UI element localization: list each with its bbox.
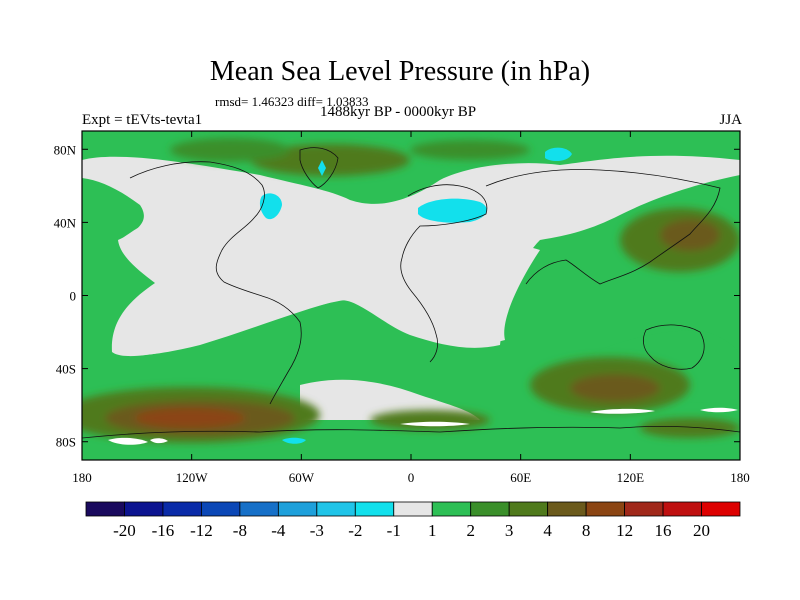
x-tick-label: 0 [408, 470, 415, 485]
colorbar-swatch [393, 501, 433, 517]
colorbar-swatch [431, 501, 472, 517]
colorbar-label: 20 [693, 521, 710, 540]
colorbar-swatch [162, 501, 202, 517]
colorbar-label: 1 [428, 521, 437, 540]
colorbar-label: 3 [505, 521, 514, 540]
y-tick-label: 40S [56, 362, 76, 377]
x-tick-label: 60E [510, 470, 531, 485]
y-axis: 80N 40N 0 40S 80S [54, 142, 740, 450]
colorbar-label: -12 [190, 521, 213, 540]
colorbar-label: 8 [582, 521, 591, 540]
x-axis: 180 120W 60W 0 60E 120E 180 [72, 131, 750, 485]
x-tick-label: 120E [617, 470, 645, 485]
colorbar-label: -4 [271, 521, 286, 540]
coastlines [82, 147, 740, 439]
colorbar-swatch [508, 501, 549, 517]
colorbar-label: -16 [152, 521, 175, 540]
colorbar-swatch [201, 501, 241, 517]
y-tick-label: 40N [54, 215, 77, 230]
colorbar-label: 2 [466, 521, 475, 540]
field-brown-regions [82, 138, 740, 443]
colorbar-label: -2 [348, 521, 362, 540]
colorbar-swatch [277, 501, 318, 517]
colorbar-label: -20 [113, 521, 136, 540]
colorbar-swatch [547, 501, 587, 517]
chart-title: Mean Sea Level Pressure (in hPa) [209, 56, 591, 87]
y-tick-label: 80S [56, 435, 76, 450]
colorbar-swatch [124, 501, 164, 517]
colorbar-swatch [701, 501, 741, 517]
x-tick-label: 120W [176, 470, 209, 485]
x-tick-label: 180 [72, 470, 92, 485]
colorbar-swatch [354, 501, 395, 517]
colorbar-swatch [85, 501, 125, 517]
colorbar-swatch [316, 501, 356, 517]
field-white-spots [108, 407, 738, 445]
colorbar-label: 12 [616, 521, 633, 540]
stats-text: rmsd= 1.46323 diff= 1.03833 [215, 94, 369, 109]
colorbar-swatch [585, 501, 625, 517]
period-label: 1488kyr BP - 0000kyr BP [320, 104, 477, 120]
colorbar-label: -8 [233, 521, 247, 540]
colorbar-swatch [624, 501, 664, 517]
x-tick-label: 180 [730, 470, 750, 485]
colorbar-swatch [470, 501, 510, 517]
field-cyan-regions [259, 147, 572, 444]
colorbar-label: -1 [387, 521, 401, 540]
season-label: JJA [719, 112, 742, 128]
colorbar-label: -3 [310, 521, 324, 540]
x-tick-label: 60W [289, 470, 315, 485]
y-tick-label: 80N [54, 142, 77, 157]
map-field [82, 131, 740, 460]
y-tick-label: 0 [70, 289, 77, 304]
colorbar-swatch [662, 501, 702, 517]
colorbar: -20 -16 -12 -8 -4 -3 -2 -1 1 2 3 4 8 12 16 20 [85, 501, 741, 540]
colorbar-label: 16 [655, 521, 672, 540]
colorbar-label: 4 [543, 521, 552, 540]
experiment-label: Expt = tEVts-tevta1 [82, 112, 203, 128]
colorbar-swatch [239, 501, 279, 517]
